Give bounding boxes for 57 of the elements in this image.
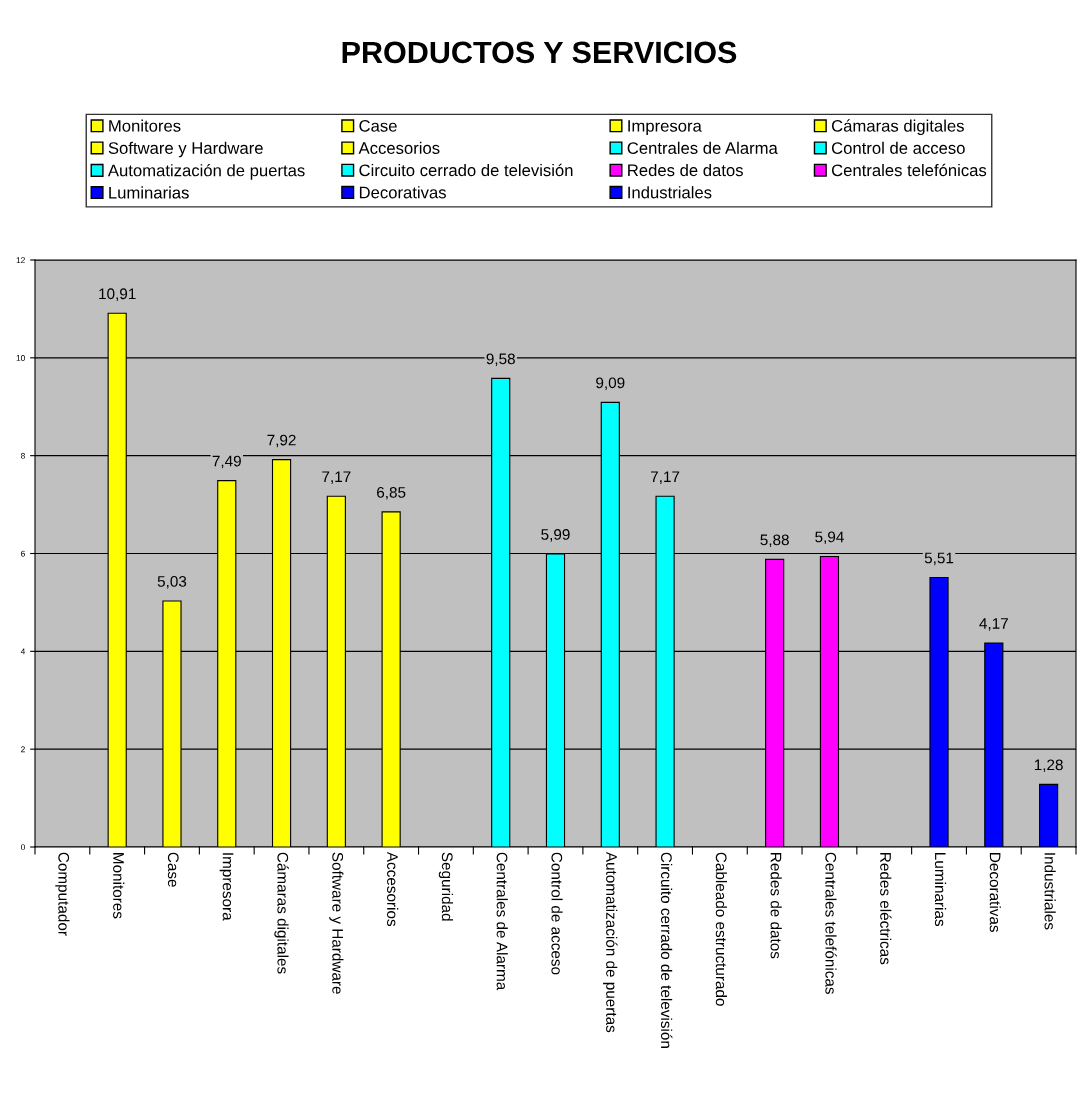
x-tick-label: Redes de datos (770, 853, 782, 959)
data-label: 7,49 (212, 455, 241, 469)
legend-label: Circuito cerrado de televisión (359, 163, 573, 177)
legend-label: Case (359, 119, 397, 132)
y-tick-label: 0 (20, 844, 25, 851)
data-label: 5,94 (815, 531, 844, 545)
legend-label: Centrales telefónicas (831, 163, 987, 177)
x-tick-label: Automatización de puertas (603, 851, 618, 1033)
data-label: 5,99 (541, 529, 570, 542)
y-tick-label: 8 (21, 452, 25, 459)
x-tick-label: Centrales telefónicas (825, 852, 837, 994)
x-tick-label: Luminarias (934, 853, 947, 927)
legend-label: Impresora (628, 120, 702, 136)
legend-label: Software y Hardware (108, 141, 263, 158)
legend-label: Redes de datos (628, 163, 743, 177)
x-tick-label: Redes eléctricas (880, 853, 892, 965)
data-label: 4,17 (979, 618, 1008, 631)
legend-label: Luminarias (109, 186, 189, 199)
legend-label: Decorativas (359, 186, 446, 199)
y-tick-label: 4 (20, 648, 26, 655)
x-tick-label: Cámaras digitales (274, 852, 289, 974)
x-tick-label: Case (167, 852, 179, 887)
data-label: 5,88 (760, 534, 789, 548)
x-tick-label: Decorativas (989, 853, 1001, 932)
legend-label: Accesorios (358, 141, 440, 154)
y-tick-label: 12 (16, 257, 25, 264)
legend-label: Centrales de Alarma (627, 141, 778, 154)
x-tick-label: Accesorios (387, 851, 399, 927)
x-tick-label: Software y Hardware (329, 852, 344, 994)
x-tick-label: Control de acceso (551, 852, 563, 975)
chart-title: PRODUCTOS Y SERVICIOS (342, 41, 737, 64)
x-tick-label: Cableado estructurado (715, 852, 727, 1006)
data-label: 9,58 (486, 353, 515, 367)
x-tick-label: Impresora (219, 853, 234, 921)
x-tick-label: Industriales (1044, 853, 1056, 930)
legend-label: Industriales (628, 186, 712, 199)
legend-label: Cámaras digitales (831, 119, 964, 136)
legend-label: Control de acceso (831, 141, 965, 154)
x-tick-label: Centrales de Alarma (496, 852, 508, 991)
y-tick-label: 2 (21, 746, 25, 753)
x-tick-label: Computador (55, 852, 70, 936)
data-label: 7,17 (651, 471, 680, 484)
legend-label: Automatización de puertas (107, 163, 305, 180)
data-label: 5,03 (157, 576, 187, 589)
data-label: 5,51 (924, 552, 954, 566)
x-tick-label: Monitores (113, 853, 125, 919)
data-label: 7,17 (322, 471, 351, 484)
x-tick-label: Seguridad (438, 852, 454, 921)
data-label: 10,91 (99, 288, 136, 301)
data-label: 6,85 (377, 486, 406, 500)
data-label: 9,09 (596, 377, 625, 391)
y-tick-label: 10 (16, 355, 25, 361)
data-label: 1,28 (1034, 759, 1063, 773)
data-label: 7,92 (267, 434, 296, 448)
legend-label: Monitores (109, 119, 181, 132)
y-tick-label: 6 (21, 550, 25, 557)
x-tick-label: Circuito cerrado de televisión (660, 852, 673, 1048)
